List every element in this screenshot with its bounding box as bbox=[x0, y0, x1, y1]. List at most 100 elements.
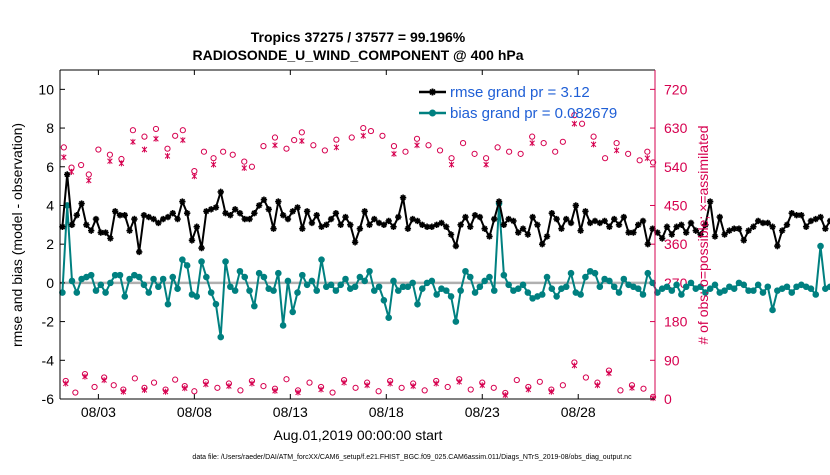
obs-possible-point bbox=[506, 148, 513, 155]
bias-point bbox=[366, 267, 373, 275]
rmse-point bbox=[356, 225, 364, 232]
obs-possible-point bbox=[172, 132, 179, 139]
bias-point bbox=[519, 281, 527, 289]
obs-possible-point bbox=[552, 148, 559, 155]
obs-possible-point bbox=[379, 132, 386, 139]
y-tick-label-left: -2 bbox=[42, 314, 55, 330]
obs-possible-point bbox=[402, 148, 409, 155]
rmse-point bbox=[342, 213, 349, 221]
bias-point bbox=[251, 302, 258, 310]
obs-assimilated-point bbox=[295, 389, 301, 396]
rmse-point bbox=[337, 221, 344, 229]
obs-assimilated-point bbox=[180, 137, 186, 144]
rmse-point bbox=[78, 200, 85, 207]
bias-point bbox=[759, 289, 767, 296]
rmse-point bbox=[399, 194, 407, 201]
rmse-point bbox=[155, 219, 162, 227]
bias-point bbox=[697, 283, 704, 291]
y-tick-label-right: 180 bbox=[664, 314, 688, 330]
bias-point bbox=[644, 269, 652, 277]
bias-point bbox=[222, 258, 229, 265]
rmse-point bbox=[644, 240, 652, 248]
bias-point bbox=[351, 283, 359, 291]
obs-possible-point bbox=[191, 167, 198, 175]
obs-possible-point bbox=[131, 375, 138, 382]
bias-point bbox=[169, 273, 177, 281]
bias-point bbox=[227, 283, 234, 291]
obs-assimilated-point bbox=[502, 392, 509, 399]
chart-title-line1: Tropics 37275 / 37577 = 99.196% bbox=[251, 29, 466, 45]
rmse-point bbox=[255, 202, 263, 209]
bias-point bbox=[299, 271, 306, 279]
obs-possible-point bbox=[640, 385, 647, 392]
bias-point bbox=[73, 289, 81, 296]
rmse-point bbox=[774, 242, 781, 250]
bias-point bbox=[217, 333, 225, 341]
bias-point bbox=[687, 279, 695, 287]
bias-point bbox=[754, 281, 762, 289]
rmse-point bbox=[682, 229, 690, 236]
rmse-point bbox=[678, 221, 685, 229]
bias-point bbox=[87, 271, 95, 279]
obs-possible-point bbox=[321, 147, 328, 154]
y-tick-label-left: 0 bbox=[46, 275, 54, 291]
bias-point bbox=[476, 283, 484, 291]
rmse-point bbox=[145, 213, 152, 221]
rmse-point bbox=[217, 188, 224, 196]
rmse-point bbox=[246, 215, 253, 223]
obs-assimilated-point bbox=[162, 388, 169, 395]
bias-point bbox=[193, 293, 201, 300]
bias-point bbox=[318, 256, 325, 263]
bias-point bbox=[270, 287, 277, 294]
obs-assimilated-point bbox=[203, 381, 209, 388]
rmse-point bbox=[135, 248, 143, 256]
x-tick-label: 08/08 bbox=[177, 404, 212, 420]
obs-possible-point bbox=[60, 144, 67, 151]
rmse-point bbox=[635, 221, 642, 229]
obs-assimilated-point bbox=[118, 160, 125, 167]
rmse-point bbox=[491, 215, 498, 223]
obs-possible-point bbox=[467, 386, 474, 393]
rmse-point bbox=[673, 223, 680, 230]
rmse-point bbox=[231, 206, 239, 213]
obs-possible-point bbox=[444, 383, 451, 391]
obs-assimilated-point bbox=[360, 132, 367, 139]
obs-possible-point bbox=[613, 140, 620, 147]
rmse-line bbox=[61, 174, 830, 253]
bias-point bbox=[303, 281, 311, 289]
obs-possible-point bbox=[536, 378, 543, 385]
obs-possible-point bbox=[517, 150, 524, 157]
obs-possible-point bbox=[329, 389, 336, 396]
bias-point bbox=[198, 258, 205, 265]
rmse-point bbox=[769, 223, 776, 230]
chart-title-line2: RADIOSONDE_U_WIND_COMPONENT @ 400 hPa bbox=[192, 47, 523, 63]
rmse-point bbox=[299, 225, 306, 232]
rmse-point bbox=[174, 215, 181, 223]
bias-point bbox=[466, 273, 474, 281]
rmse-point bbox=[97, 229, 104, 236]
y-tick-label-right: 720 bbox=[664, 81, 688, 97]
y-tick-label-right: 450 bbox=[664, 197, 688, 213]
legend-swatch-marker bbox=[429, 88, 436, 96]
rmse-point bbox=[788, 210, 795, 217]
bias-point bbox=[107, 279, 114, 287]
obs-possible-point bbox=[95, 146, 102, 153]
rmse-point bbox=[63, 171, 71, 178]
rmse-point bbox=[615, 221, 623, 229]
obs-assimilated-point bbox=[433, 380, 439, 387]
rmse-point bbox=[658, 235, 666, 242]
obs-possible-point bbox=[360, 124, 367, 132]
x-tick-label: 08/18 bbox=[369, 404, 404, 420]
rmse-point bbox=[236, 210, 244, 217]
obs-possible-point bbox=[150, 379, 158, 386]
rmse-point bbox=[716, 213, 723, 221]
bias-point bbox=[582, 273, 589, 281]
bias-point bbox=[164, 300, 172, 308]
obs-assimilated-point bbox=[82, 373, 88, 380]
bias-point bbox=[807, 285, 815, 292]
obs-possible-point bbox=[191, 388, 198, 395]
rmse-point bbox=[481, 225, 488, 232]
rmse-point bbox=[380, 221, 388, 229]
rmse-point bbox=[519, 225, 527, 232]
bias-point bbox=[639, 291, 647, 298]
